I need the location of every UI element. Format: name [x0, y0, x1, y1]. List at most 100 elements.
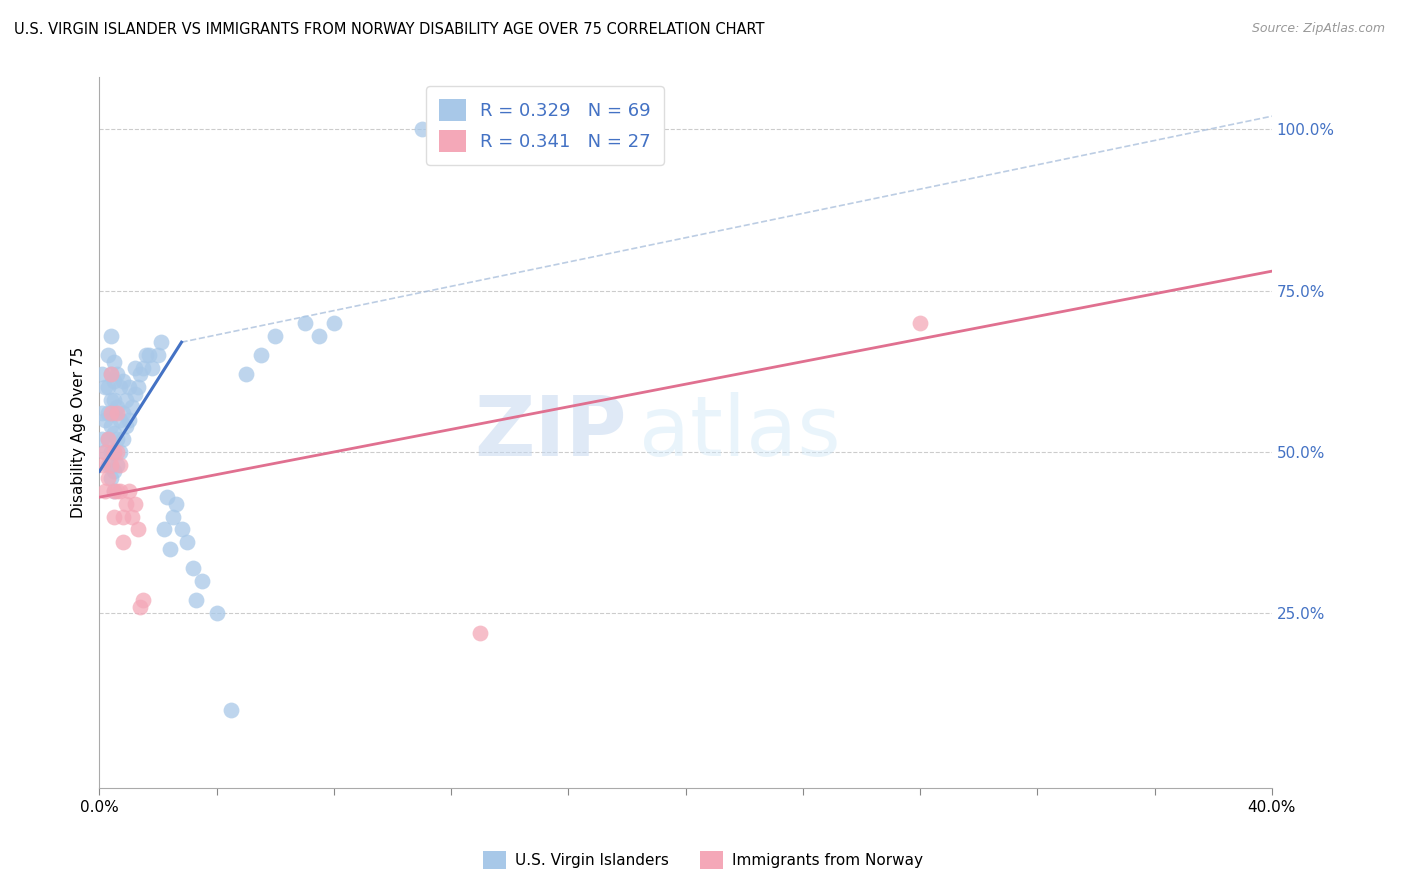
Point — [103, 464, 125, 478]
Point — [100, 445, 122, 459]
Point — [100, 368, 122, 382]
Point — [111, 374, 134, 388]
Point — [127, 380, 149, 394]
Point — [114, 393, 136, 408]
Point — [111, 509, 134, 524]
Point — [97, 380, 120, 394]
Point — [249, 348, 271, 362]
Point — [94, 483, 117, 498]
Point — [103, 393, 125, 408]
Point — [181, 561, 204, 575]
Point — [100, 393, 122, 408]
Point — [94, 380, 117, 394]
Point — [91, 458, 114, 472]
Point — [205, 607, 228, 621]
Point — [100, 368, 122, 382]
Point — [103, 445, 125, 459]
Point — [129, 368, 152, 382]
Point — [100, 458, 122, 472]
Point — [162, 509, 184, 524]
Point — [103, 406, 125, 420]
Point — [118, 412, 141, 426]
Point — [118, 483, 141, 498]
Point — [124, 387, 146, 401]
Text: atlas: atlas — [638, 392, 841, 473]
Point — [108, 412, 131, 426]
Point — [121, 400, 143, 414]
Point — [114, 497, 136, 511]
Point — [94, 445, 117, 459]
Point — [97, 432, 120, 446]
Point — [135, 348, 157, 362]
Point — [103, 425, 125, 440]
Point — [124, 497, 146, 511]
Point — [105, 400, 128, 414]
Point — [100, 471, 122, 485]
Point — [323, 316, 346, 330]
Point — [111, 406, 134, 420]
Point — [100, 419, 122, 434]
Point — [121, 509, 143, 524]
Point — [108, 445, 131, 459]
Point — [118, 380, 141, 394]
Point — [94, 445, 117, 459]
Point — [97, 406, 120, 420]
Point — [103, 509, 125, 524]
Point — [153, 523, 176, 537]
Point — [114, 419, 136, 434]
Point — [124, 361, 146, 376]
Point — [91, 432, 114, 446]
Point — [105, 458, 128, 472]
Point — [141, 361, 163, 376]
Point — [105, 483, 128, 498]
Point — [156, 490, 179, 504]
Point — [191, 574, 214, 588]
Text: ZIP: ZIP — [475, 392, 627, 473]
Point — [105, 368, 128, 382]
Legend: R = 0.329   N = 69, R = 0.341   N = 27: R = 0.329 N = 69, R = 0.341 N = 27 — [426, 87, 664, 165]
Point — [100, 328, 122, 343]
Point — [111, 432, 134, 446]
Point — [103, 374, 125, 388]
Point — [165, 497, 187, 511]
Point — [97, 458, 120, 472]
Point — [308, 328, 330, 343]
Point — [159, 541, 181, 556]
Point — [264, 328, 287, 343]
Point — [138, 348, 160, 362]
Point — [150, 335, 173, 350]
Point — [908, 316, 931, 330]
Point — [108, 380, 131, 394]
Point — [132, 361, 155, 376]
Point — [127, 523, 149, 537]
Text: Source: ZipAtlas.com: Source: ZipAtlas.com — [1251, 22, 1385, 36]
Point — [170, 523, 193, 537]
Point — [411, 122, 433, 136]
Point — [470, 625, 492, 640]
Y-axis label: Disability Age Over 75: Disability Age Over 75 — [72, 347, 86, 518]
Point — [111, 535, 134, 549]
Point — [186, 593, 208, 607]
Text: U.S. VIRGIN ISLANDER VS IMMIGRANTS FROM NORWAY DISABILITY AGE OVER 75 CORRELATIO: U.S. VIRGIN ISLANDER VS IMMIGRANTS FROM … — [14, 22, 765, 37]
Point — [129, 599, 152, 614]
Point — [132, 593, 155, 607]
Point — [100, 406, 122, 420]
Point — [221, 703, 243, 717]
Point — [103, 445, 125, 459]
Legend: U.S. Virgin Islanders, Immigrants from Norway: U.S. Virgin Islanders, Immigrants from N… — [477, 845, 929, 875]
Point — [91, 406, 114, 420]
Point — [91, 368, 114, 382]
Point — [94, 412, 117, 426]
Point — [176, 535, 198, 549]
Point — [294, 316, 316, 330]
Point — [105, 432, 128, 446]
Point — [103, 483, 125, 498]
Point — [103, 354, 125, 368]
Point — [105, 406, 128, 420]
Point — [97, 471, 120, 485]
Point — [108, 483, 131, 498]
Point — [235, 368, 257, 382]
Point — [108, 458, 131, 472]
Point — [146, 348, 169, 362]
Point — [97, 348, 120, 362]
